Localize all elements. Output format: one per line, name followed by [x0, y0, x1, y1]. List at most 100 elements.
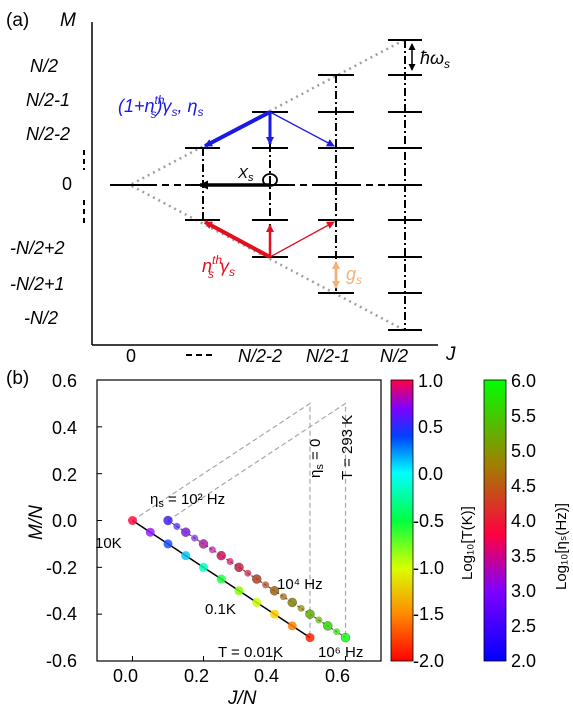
y-tick-label: -N/2: [24, 308, 58, 328]
t-001k-label: T = 0.01K: [218, 644, 283, 661]
x-ticks: 0.0 0.2 0.4 0.6: [113, 666, 350, 686]
y-tick-label: N/2-1: [26, 90, 70, 110]
series-eta-point: [305, 609, 315, 619]
y-ticks: 0.6 0.4 0.2 0.0 -0.2 -0.4 -0.6: [46, 371, 77, 671]
y-tick-labels: N/2 N/2-1 N/2-2 0 -N/2+2 -N/2+1 -N/2: [10, 56, 72, 328]
decay-label: (1+nth s)γs, ηs: [118, 93, 204, 121]
colorbar-tick: 4.5: [511, 476, 536, 496]
series-eta-point-intermediate: [262, 581, 270, 589]
eta-zero-label: ηs = 0: [307, 439, 326, 478]
colorbar-tick: 2.5: [511, 616, 536, 636]
y-axis-label: M/N: [26, 505, 47, 540]
x-tick-label: 0.2: [184, 666, 209, 686]
series-temperature-point: [234, 586, 244, 596]
colorbar-tick: -2.0: [413, 651, 444, 671]
series-eta-point: [181, 527, 191, 537]
y-tick-label: N/2-2: [26, 124, 70, 144]
series-eta-point: [234, 562, 244, 573]
y-tick-label: -N/2+2: [10, 238, 65, 258]
pump-label: nth s γs: [202, 253, 235, 281]
series-eta-point: [323, 621, 333, 631]
series-eta-point: [269, 586, 280, 596]
eta-annotation: ηs = 10² Hz: [150, 491, 225, 510]
eta-1e6-label: 10⁶ Hz: [318, 644, 363, 661]
y-tick-label: 0.0: [52, 511, 77, 531]
series-temperature-point: [199, 562, 208, 572]
series-eta-point-intermediate: [191, 534, 199, 542]
series-eta-point-intermediate: [297, 604, 305, 612]
data-series: [128, 515, 351, 643]
panel-b-label: (b): [6, 368, 29, 389]
x-tick-label: 0: [126, 346, 136, 366]
panel-a-label: (a): [6, 10, 29, 31]
colorbar-tick: 0.5: [418, 417, 443, 437]
series-eta-point-intermediate: [208, 546, 216, 554]
panel-b: (b) 0.6 0.4 0.2 0.0 -0.2 -0.4 -0.6 M/N 0…: [6, 368, 570, 709]
colorbar-tick: 5.0: [511, 441, 536, 461]
y-tick-label: -N/2+1: [10, 274, 65, 294]
t-10k-label: 10K: [95, 535, 122, 552]
series-eta-point: [340, 632, 351, 643]
series-temperature-point: [216, 574, 226, 584]
series-eta-point: [198, 539, 209, 549]
colorbar-temperature-label: Log₁₀[T(K)]: [459, 506, 476, 580]
x-tick-label: 0.6: [325, 666, 350, 686]
y-tick-label: 0.4: [52, 418, 77, 438]
y-tick-label: -0.2: [46, 558, 77, 578]
panel-a: (a) M J N/2 N/2-1 N/2-2 0 -N/2+2 -N/2+1 …: [6, 10, 456, 366]
series-eta-point-intermediate: [333, 628, 341, 636]
series-eta-point: [287, 597, 297, 608]
red-arrow-thin: [269, 221, 335, 258]
y-tick-label: 0: [62, 174, 72, 194]
colorbar-tick: 6.0: [511, 371, 536, 391]
hbar-omega-label: ħωs: [420, 48, 450, 71]
series-temperature-point: [163, 539, 173, 549]
series-eta-point: [163, 515, 173, 526]
colorbar-tick: -1.0: [413, 558, 444, 578]
colorbar-eta: [483, 379, 507, 662]
series-temperature-point: [270, 609, 279, 619]
colorbar-tick: -1.5: [413, 604, 444, 624]
series-temperature-point: [305, 633, 315, 643]
x-axis-label: J/N: [227, 688, 257, 709]
series-eta-point-intermediate: [226, 557, 234, 565]
series-temperature-point: [145, 527, 155, 537]
series-eta-point-intermediate: [244, 569, 252, 577]
guide-triangle-right: [167, 402, 347, 638]
t-293k-label: T = 293 K: [339, 415, 356, 480]
colorbar-tick: 5.5: [511, 406, 536, 426]
series-eta-point-intermediate: [315, 616, 323, 624]
y-tick-label: N/2: [30, 56, 58, 76]
g-label: gs: [346, 264, 362, 287]
series-eta-point-intermediate: [173, 522, 181, 530]
y-tick-label: -0.6: [46, 651, 77, 671]
colorbar-temperature: [390, 379, 414, 662]
x-tick-label: 0.0: [113, 666, 138, 686]
x-tick-labels: 0 N/2-2 N/2-1 N/2: [126, 346, 408, 366]
blue-arrow-thin: [269, 111, 335, 147]
colorbar-eta-label: Log₁₀[ηₛ(Hz)]: [553, 503, 570, 590]
y-axis-label-m: M: [60, 10, 76, 31]
series-eta-point: [216, 550, 226, 561]
t-01k-label: 0.1K: [205, 601, 236, 618]
y-tick-label: 0.6: [52, 371, 77, 391]
x-tick-label: N/2-2: [238, 346, 282, 366]
y-tick-label: 0.2: [52, 465, 77, 485]
y-tick-label: -0.4: [46, 604, 77, 624]
colorbar-tick: -0.5: [413, 511, 444, 531]
red-arrow-thick: [204, 220, 271, 259]
blue-arrow-thick: [204, 110, 271, 148]
chi-label: Xs: [237, 165, 254, 184]
colorbar-tick: 3.5: [511, 546, 536, 566]
colorbar-tick: 3.0: [511, 581, 536, 601]
series-temperature-point: [128, 516, 137, 525]
colorbar-temperature-ticks: 1.0 0.5 0.0 -0.5 -1.0 -1.5 -2.0: [413, 371, 444, 671]
x-tick-label: 0.4: [254, 666, 279, 686]
series-temperature-point: [287, 621, 297, 631]
x-tick-label: N/2-1: [306, 346, 350, 366]
colorbar-tick: 0.0: [418, 464, 443, 484]
colorbar-tick: 2.0: [511, 651, 536, 671]
eta-1e4-label: 10⁴ Hz: [277, 576, 323, 593]
guide-triangle-left: [132, 402, 311, 638]
colorbar-tick: 1.0: [418, 371, 443, 391]
